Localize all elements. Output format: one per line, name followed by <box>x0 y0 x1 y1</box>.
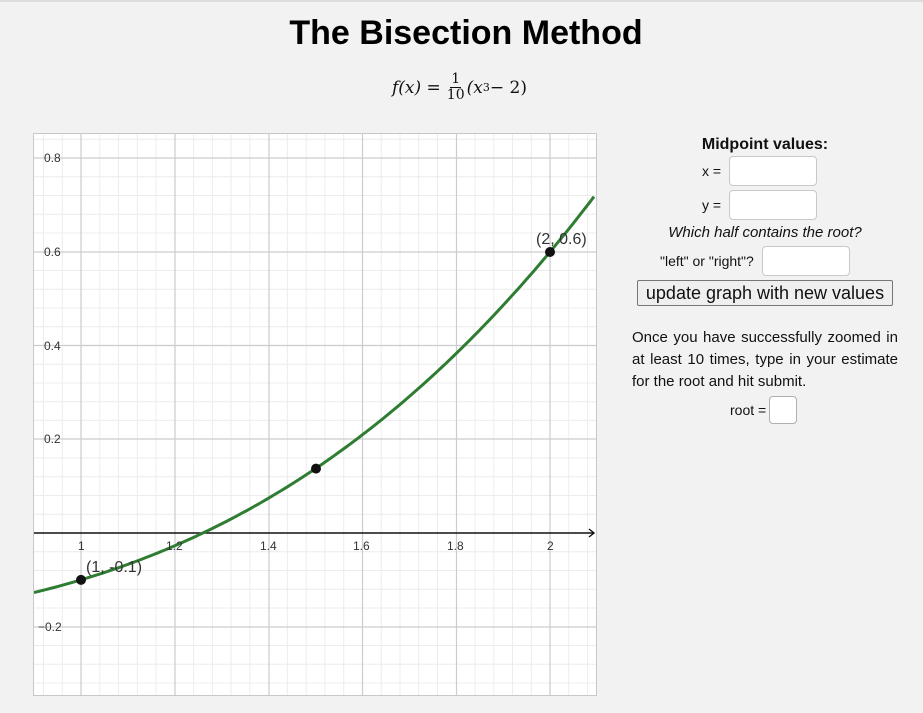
midpoint-y-label: y = <box>702 197 722 213</box>
root-input[interactable] <box>769 396 798 424</box>
fraction-numerator: 1 <box>450 71 462 88</box>
function-formula: f(x) = 1 10 (x 3 − 2) <box>392 72 527 103</box>
instructions-text: Once you have successfully zoomed in at … <box>632 329 898 390</box>
midpoint-heading: Midpoint values: <box>701 136 829 153</box>
root-label: root = <box>730 402 767 418</box>
half-label: "left" or "right"? <box>660 253 754 269</box>
root-row: root = <box>730 396 798 424</box>
major-grid <box>34 134 596 695</box>
midpoint-y-input[interactable] <box>729 190 818 220</box>
root-half-question: Which half contains the root? <box>668 224 862 241</box>
formula-exponent: 3 <box>482 81 490 94</box>
function-graph[interactable] <box>33 133 597 696</box>
midpoint-x-row: x = <box>702 156 818 186</box>
formula-lhs: f(x) = <box>392 77 441 98</box>
midpoint-x-label: x = <box>702 163 722 179</box>
update-graph-button[interactable]: update graph with new values <box>637 280 893 306</box>
midpoint-x-input[interactable] <box>729 156 818 186</box>
function-curve <box>34 106 550 593</box>
midpoint-y-row: y = <box>702 190 818 220</box>
half-input[interactable] <box>761 246 850 276</box>
formula-rhs-close: − 2) <box>489 77 527 98</box>
page-title: The Bisection Method <box>289 14 643 52</box>
fraction-denominator: 10 <box>446 87 465 103</box>
formula-fraction: 1 10 <box>447 72 465 103</box>
minor-grid <box>34 134 596 695</box>
formula-rhs-open: (x <box>466 77 483 98</box>
half-row: "left" or "right"? <box>660 246 850 276</box>
x-axis <box>34 528 596 538</box>
